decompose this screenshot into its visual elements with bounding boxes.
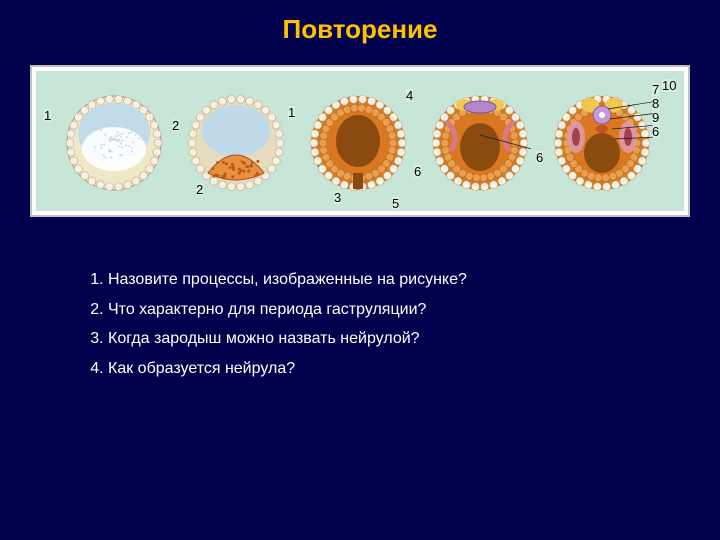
page-title: Повторение: [0, 0, 720, 45]
embryo-stage-5: [551, 90, 653, 192]
diagram-label: 8: [652, 97, 659, 110]
diagram-label: 6: [536, 151, 543, 164]
diagram-label: 2: [196, 183, 203, 196]
question-1: Назовите процессы, изображенные на рисун…: [108, 265, 640, 295]
diagram-label: 3: [334, 191, 341, 204]
embryo-diagram: 121243566789610: [36, 71, 684, 211]
question-2: Что характерно для периода гаструляции?: [108, 295, 640, 325]
diagram-label: 2: [172, 119, 179, 132]
embryo-stage-2: [185, 90, 287, 192]
diagram-label: 6: [414, 165, 421, 178]
diagram-label: 9: [652, 111, 659, 124]
diagram-label: 10: [662, 79, 676, 92]
embryo-stage-1: [63, 90, 165, 192]
question-3: Когда зародыш можно назвать нейрулой?: [108, 324, 640, 354]
diagram-label: 5: [392, 197, 399, 210]
question-4: Как образуется нейрула?: [108, 354, 640, 384]
question-block: Назовите процессы, изображенные на рисун…: [80, 265, 640, 383]
diagram-label: 7: [652, 83, 659, 96]
embryo-stage-4: [429, 90, 531, 192]
diagram-frame: 121243566789610: [30, 65, 690, 217]
embryo-stage-3: [307, 90, 409, 192]
diagram-label: 1: [288, 106, 295, 119]
diagram-label: 1: [44, 109, 51, 122]
diagram-label: 6: [652, 125, 659, 138]
diagram-label: 4: [406, 89, 413, 102]
